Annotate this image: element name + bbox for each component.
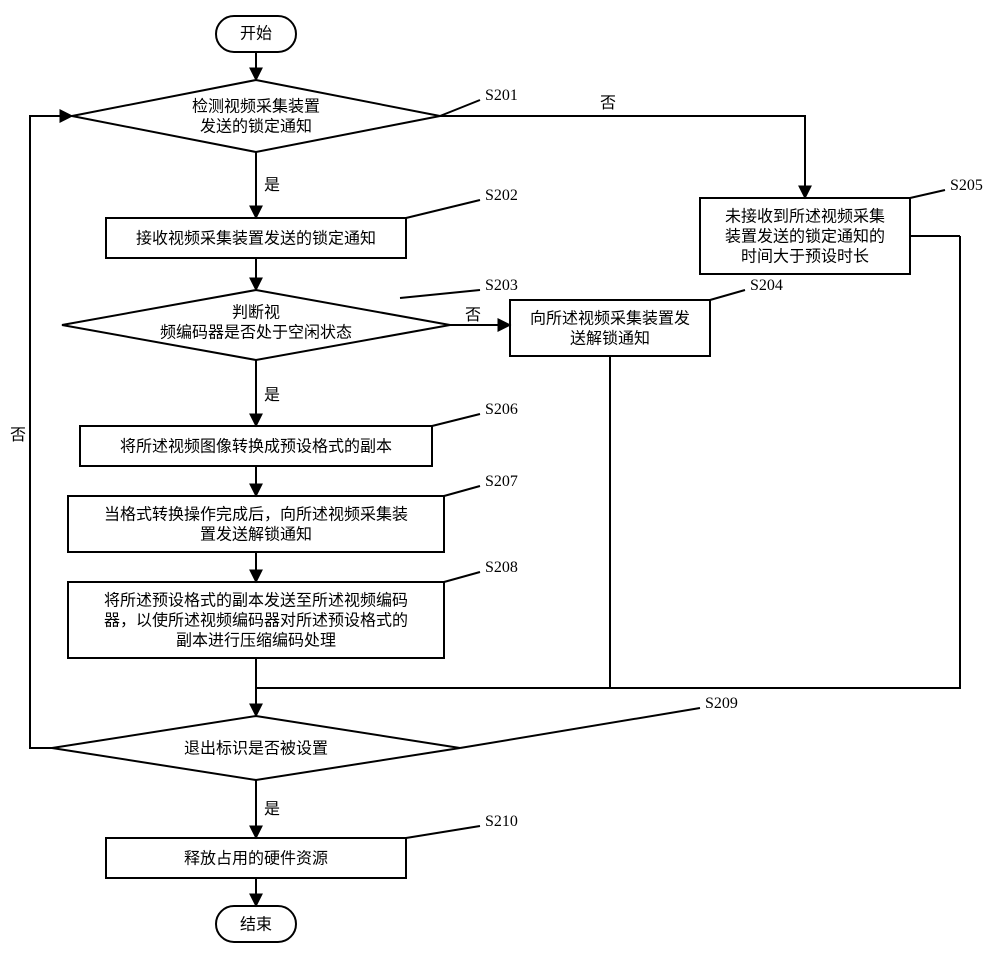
- label-s203: S203: [485, 277, 518, 294]
- leader-s210: [406, 826, 480, 838]
- process-s208-line1: 将所述预设格式的副本发送至所述视频编码: [104, 592, 408, 610]
- process-s205-line3: 时间大于预设时长: [741, 248, 869, 266]
- leader-s201: [440, 100, 480, 116]
- process-s204-line1: 向所述视频采集装置发: [530, 310, 690, 328]
- label-s207: S207: [485, 473, 518, 490]
- edge-d1-no: [440, 116, 805, 198]
- edge-d3-no-label: 否: [465, 307, 481, 324]
- decision-s201-line2: 发送的锁定通知: [200, 118, 312, 136]
- edge-d9-no-loop: [30, 116, 72, 748]
- label-s210: S210: [485, 813, 518, 830]
- edge-d1-no-label: 否: [600, 95, 616, 112]
- leader-s205: [910, 190, 945, 198]
- process-s204-line2: 送解锁通知: [570, 330, 650, 348]
- label-s202: S202: [485, 187, 518, 204]
- edge-d1-yes-label: 是: [264, 177, 280, 194]
- process-s202-text: 接收视频采集装置发送的锁定通知: [136, 230, 376, 248]
- flowchart-canvas: 开始 检测视频采集装置 发送的锁定通知 S201 接收视频采集装置发送的锁定通知…: [0, 0, 1000, 954]
- terminator-end-label: 结束: [240, 916, 272, 934]
- leader-s208: [444, 572, 480, 582]
- label-s208: S208: [485, 559, 518, 576]
- decision-s201: [72, 80, 440, 152]
- edge-d9-yes-label: 是: [264, 801, 280, 818]
- leader-s207: [444, 486, 480, 496]
- decision-s203-line2: 频编码器是否处于空闲状态: [160, 324, 352, 342]
- label-s209: S209: [705, 695, 738, 712]
- decision-s203-line1: 判断视: [232, 304, 280, 322]
- label-s205: S205: [950, 177, 983, 194]
- process-s205-line2: 装置发送的锁定通知的: [725, 228, 885, 246]
- leader-s206: [432, 414, 480, 426]
- label-s206: S206: [485, 401, 518, 418]
- process-s207-line1: 当格式转换操作完成后，向所述视频采集装: [104, 506, 408, 524]
- process-s206-text: 将所述视频图像转换成预设格式的副本: [120, 438, 392, 456]
- edge-d9-no-label: 否: [10, 427, 26, 444]
- label-s204: S204: [750, 277, 783, 294]
- terminator-start-label: 开始: [240, 25, 272, 43]
- leader-s209: [460, 708, 700, 748]
- leader-s202: [406, 200, 480, 218]
- edge-d3-yes-label: 是: [264, 387, 280, 404]
- process-s208-line3: 副本进行压缩编码处理: [176, 632, 336, 650]
- leader-s203: [400, 290, 480, 298]
- process-s205-line1: 未接收到所述视频采集: [725, 208, 885, 226]
- label-s201: S201: [485, 87, 518, 104]
- leader-s204: [710, 290, 745, 300]
- decision-s201-line1: 检测视频采集装置: [192, 98, 320, 116]
- process-s210-text: 释放占用的硬件资源: [184, 850, 328, 868]
- process-s207-line2: 置发送解锁通知: [200, 526, 312, 544]
- decision-s209-text: 退出标识是否被设置: [184, 740, 328, 758]
- process-s208-line2: 器，以使所述视频编码器对所述预设格式的: [104, 612, 408, 630]
